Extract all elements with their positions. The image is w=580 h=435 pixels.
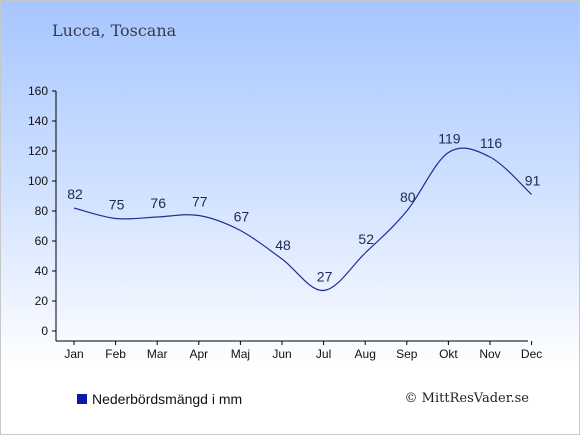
- y-tick-label: 0: [41, 324, 48, 338]
- location-title: Lucca, Toscana: [52, 21, 177, 40]
- legend-label: Nederbördsmängd i mm: [92, 391, 243, 407]
- y-tick-label: 160: [28, 84, 48, 98]
- data-label: 48: [275, 237, 291, 253]
- data-label: 80: [400, 189, 416, 205]
- data-label: 67: [234, 209, 250, 225]
- y-tick-label: 20: [35, 294, 49, 308]
- x-tick-label: Dec: [521, 347, 542, 361]
- y-tick-label: 80: [35, 204, 49, 218]
- data-label: 76: [150, 195, 166, 211]
- x-tick-label: Nov: [479, 347, 500, 361]
- x-tick-label: Jul: [316, 347, 331, 361]
- x-tick-label: Aug: [355, 347, 376, 361]
- y-tick-label: 40: [35, 264, 49, 278]
- legend: Nederbördsmängd i mm: [77, 391, 242, 407]
- x-tick-label: Okt: [439, 347, 458, 361]
- copyright-text: © MittResVader.se: [404, 391, 529, 406]
- x-tick-label: Jun: [272, 347, 291, 361]
- data-label: 77: [192, 194, 208, 210]
- legend-swatch: [77, 394, 87, 404]
- x-tick-label: Maj: [231, 347, 250, 361]
- data-label: 82: [67, 186, 83, 202]
- data-label: 52: [358, 231, 374, 247]
- x-tick-label: Jan: [64, 347, 83, 361]
- x-tick-label: Mar: [147, 347, 168, 361]
- y-tick-label: 140: [28, 114, 48, 128]
- y-tick-label: 120: [28, 144, 48, 158]
- data-label: 116: [480, 135, 503, 151]
- data-label: 119: [438, 131, 461, 147]
- x-tick-label: Apr: [189, 347, 208, 361]
- x-tick-label: Sep: [396, 347, 418, 361]
- x-tick-label: Feb: [105, 347, 126, 361]
- data-label: 27: [317, 269, 333, 285]
- series-line: [73, 147, 533, 292]
- data-label: 91: [525, 173, 541, 189]
- y-tick-label: 60: [35, 234, 49, 248]
- y-tick-label: 100: [28, 174, 48, 188]
- data-label: 75: [109, 197, 125, 213]
